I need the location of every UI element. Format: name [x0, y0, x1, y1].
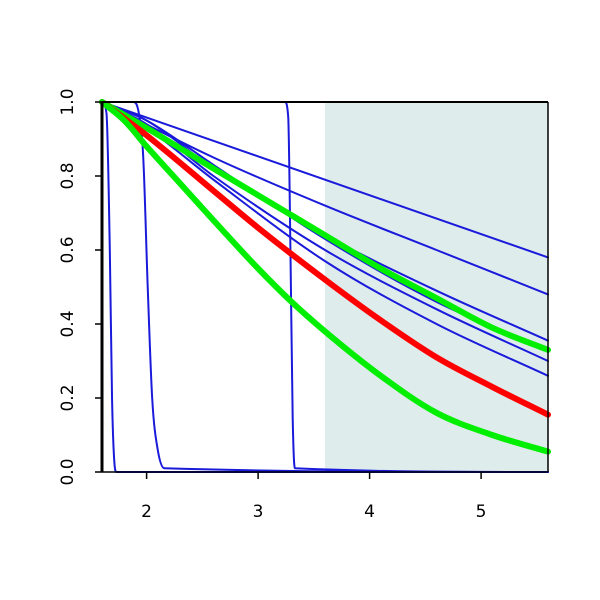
shaded-region — [325, 102, 548, 472]
series-line-10 — [99, 99, 551, 353]
y-tick-label: 1.0 — [58, 88, 78, 115]
series-line-4 — [101, 101, 549, 259]
y-tick-label: 0.0 — [58, 458, 78, 485]
series-line-12 — [99, 99, 551, 455]
y-tick-label: 0.8 — [58, 162, 78, 189]
y-axis: 0.0 0.2 0.4 0.6 0.8 1.0 — [58, 88, 102, 486]
x-tick-label: 4 — [364, 502, 375, 522]
y-tick-label: 0.2 — [58, 384, 78, 411]
y-tick-label: 0.4 — [58, 310, 78, 337]
x-tick-label: 3 — [253, 502, 264, 522]
series-line-8 — [101, 101, 549, 362]
series-line-2 — [101, 101, 549, 473]
x-axis: 2 3 4 5 — [141, 472, 487, 522]
y-tick-label: 0.6 — [58, 236, 78, 263]
x-tick-label: 2 — [141, 502, 152, 522]
plot-frame — [100, 101, 549, 473]
x-tick-label: 5 — [476, 502, 487, 522]
series-line-11 — [99, 99, 551, 418]
